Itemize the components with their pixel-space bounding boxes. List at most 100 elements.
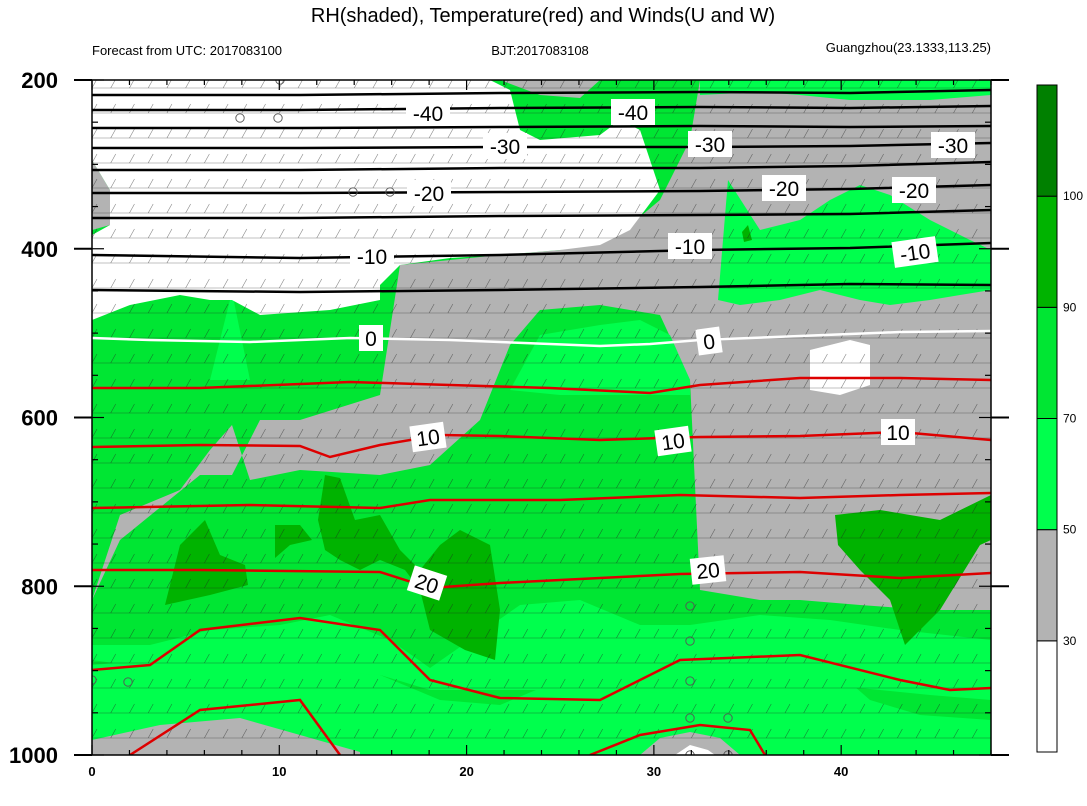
wind-barb xyxy=(297,478,304,489)
wind-barb xyxy=(147,153,154,164)
contour-labels: -40 -40 -30 -30 -30 -20 -20 -20 -10 -10 -10 0 0 10 10 1… xyxy=(350,99,975,601)
wind-barb xyxy=(822,253,828,264)
wind-barb xyxy=(241,553,248,564)
wind-barb xyxy=(147,378,154,389)
wind-barb xyxy=(391,653,397,664)
wind-barb xyxy=(260,578,266,589)
wind-barb xyxy=(447,678,454,689)
wind-barb xyxy=(578,328,585,339)
wind-barb xyxy=(110,428,116,439)
wind-barb xyxy=(185,228,191,239)
y-tick-label: 200 xyxy=(21,68,58,93)
contour-label: 20 xyxy=(689,555,727,585)
y-tick-label: 400 xyxy=(21,237,58,262)
wind-barb xyxy=(166,628,173,639)
wind-barb xyxy=(166,378,173,389)
wind-barb xyxy=(634,378,641,389)
wind-barb xyxy=(260,678,266,689)
contour-label-text: -10 xyxy=(899,240,932,267)
colorbar-segment xyxy=(1036,84,1058,197)
wind-barb xyxy=(597,728,603,739)
wind-barb xyxy=(335,703,341,714)
wind-barb xyxy=(728,353,735,364)
colorbar-segment xyxy=(1036,306,1058,420)
wind-barb xyxy=(447,503,454,514)
wind-barb xyxy=(691,478,697,489)
wind-barb xyxy=(840,503,847,514)
wind-barb xyxy=(915,628,922,639)
wind-barb xyxy=(428,478,435,489)
wind-barb xyxy=(672,503,678,514)
wind-barb xyxy=(92,703,98,714)
wind-barb xyxy=(878,303,884,314)
contour-label-text: -20 xyxy=(899,180,929,203)
wind-barb xyxy=(578,653,585,664)
wind-barb xyxy=(747,153,753,164)
wind-barb xyxy=(897,703,903,714)
wind-barb xyxy=(934,503,941,514)
wind-barb xyxy=(803,303,809,314)
wind-barb xyxy=(316,553,323,564)
wind-barb xyxy=(953,403,959,414)
temperature-contour-negative xyxy=(92,88,991,97)
wind-barb xyxy=(578,403,585,414)
wind-barb xyxy=(147,428,154,439)
wind-barb xyxy=(597,153,603,164)
wind-barb xyxy=(840,253,847,264)
wind-barb xyxy=(559,653,566,664)
wind-barb xyxy=(110,728,116,739)
wind-barb xyxy=(241,428,248,439)
rh-region-dark-4 xyxy=(835,495,991,645)
wind-barb xyxy=(241,228,248,239)
wind-barb xyxy=(204,328,210,339)
colorbar-label: 50 xyxy=(1063,523,1077,537)
wind-barb xyxy=(110,678,116,689)
wind-barb xyxy=(335,528,341,539)
wind-barb xyxy=(728,153,735,164)
wind-barb xyxy=(559,378,566,389)
wind-barb xyxy=(391,403,397,414)
wind-barb xyxy=(915,578,922,589)
wind-barb xyxy=(634,253,641,264)
wind-barb xyxy=(559,403,566,414)
rh-region-dark-2 xyxy=(275,525,312,558)
wind-barb xyxy=(316,203,323,214)
wind-barb xyxy=(147,328,154,339)
wind-barb xyxy=(878,578,884,589)
wind-barb xyxy=(559,428,566,439)
wind-barb xyxy=(541,178,547,189)
wind-barb xyxy=(822,203,828,214)
contour-label: 20 xyxy=(406,565,448,601)
wind-barb xyxy=(747,128,753,139)
wind-barb xyxy=(616,228,622,239)
wind-barb xyxy=(185,178,191,189)
wind-barb xyxy=(353,628,360,639)
wind-barb xyxy=(222,428,229,439)
wind-barb xyxy=(747,403,753,414)
wind-barb xyxy=(728,703,735,714)
wind-barb xyxy=(653,303,660,314)
wind-barb xyxy=(634,578,641,589)
wind-barb xyxy=(747,703,753,714)
wind-barb xyxy=(934,703,941,714)
wind-barb xyxy=(709,403,716,414)
wind-barb xyxy=(653,328,660,339)
wind-barb xyxy=(129,728,135,739)
wind-barb xyxy=(897,328,903,339)
wind-barb xyxy=(822,728,828,739)
wind-barb xyxy=(803,253,809,264)
wind-barb xyxy=(279,603,285,614)
wind-barb xyxy=(391,203,397,214)
wind-barb xyxy=(260,353,266,364)
wind-barb xyxy=(616,253,622,264)
wind-barb xyxy=(822,503,828,514)
wind-barb xyxy=(765,678,772,689)
wind-barb xyxy=(428,453,435,464)
wind-barb xyxy=(840,128,847,139)
wind-barb xyxy=(672,553,678,564)
wind-barb xyxy=(522,503,529,514)
contour-label-box xyxy=(931,132,975,158)
x-tick-label: 0 xyxy=(88,764,95,779)
wind-barb xyxy=(92,528,98,539)
wind-barb xyxy=(915,103,922,114)
